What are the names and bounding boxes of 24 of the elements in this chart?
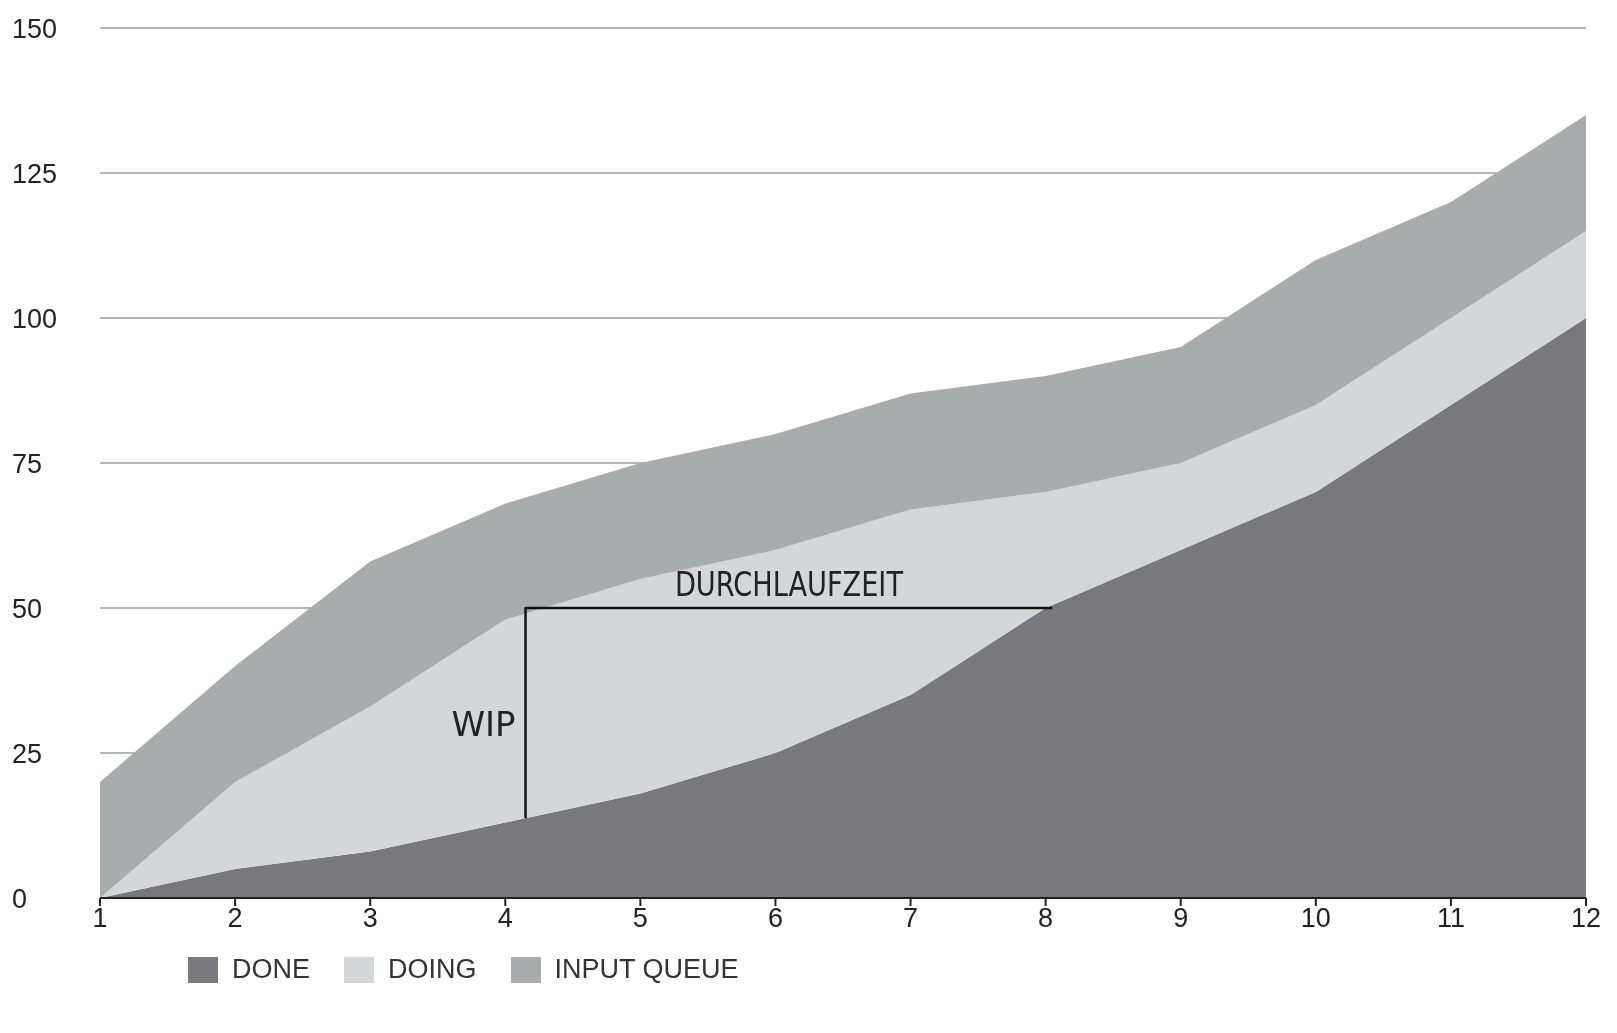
x-tick-label: 2 (227, 903, 243, 934)
y-tick-label: 150 (12, 13, 58, 44)
x-tick-label: 10 (1300, 903, 1331, 934)
x-tick-label: 9 (1173, 903, 1189, 934)
x-tick-label: 6 (767, 903, 783, 934)
x-tick-label: 5 (632, 903, 648, 934)
x-tick-label: 12 (1570, 903, 1602, 934)
x-tick-label: 11 (1436, 903, 1465, 934)
legend-label: DONE (232, 954, 311, 985)
legend-label: DOING (388, 954, 477, 985)
x-tick-label: 7 (903, 903, 919, 934)
y-tick-label: 125 (12, 158, 58, 189)
x-tick-label: 3 (362, 903, 378, 934)
y-tick-label: 50 (12, 593, 43, 624)
annotation: WIP (451, 704, 516, 744)
x-tick-label: 1 (92, 903, 108, 934)
y-tick-label: 25 (12, 738, 43, 769)
x-tick-label: 4 (497, 903, 513, 934)
x-tick-label: 8 (1038, 903, 1054, 934)
legend-label: INPUT QUEUE (554, 954, 739, 985)
y-tick-label: 0 (12, 883, 28, 914)
annotation: DURCHLAUFZEIT (674, 563, 904, 604)
y-tick-label: 100 (12, 303, 58, 334)
y-tick-label: 75 (12, 448, 43, 479)
